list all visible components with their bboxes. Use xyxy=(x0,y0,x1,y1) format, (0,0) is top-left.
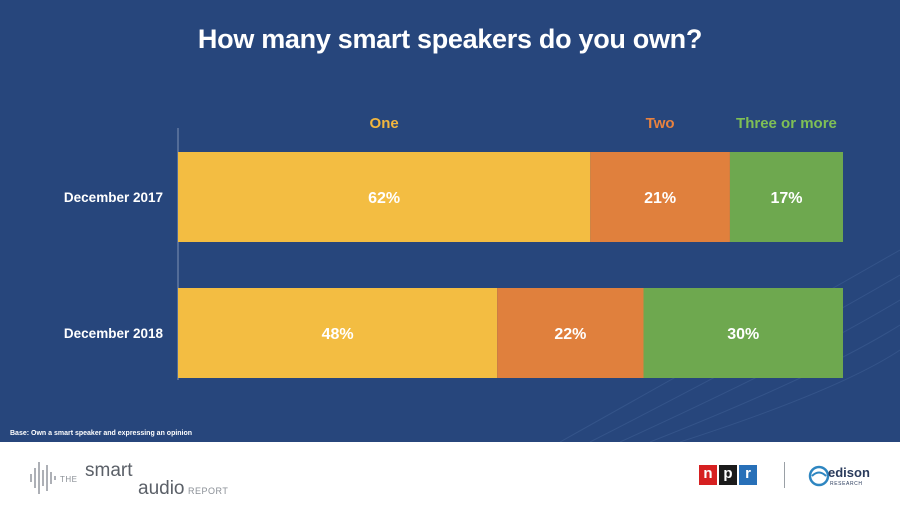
npr-logo-r: r xyxy=(739,465,757,485)
edison-research-logo: edison RESEARCH xyxy=(808,461,878,495)
data-label-december-2017-two: 21% xyxy=(644,190,676,207)
bar-december-2018-one xyxy=(178,288,498,378)
legend-one: One xyxy=(370,115,399,132)
category-label-december-2017: December 2017 xyxy=(64,190,163,205)
data-label-december-2018-three-or-more: 30% xyxy=(727,326,759,343)
sound-wave-icon xyxy=(30,462,56,494)
edison-swirl-icon xyxy=(808,465,830,487)
logo-divider xyxy=(784,462,785,488)
footer: THE smart audio REPORT n p r edison RESE… xyxy=(0,442,900,511)
legend-three-or-more: Three or more xyxy=(736,115,837,132)
smart-audio-report-logo: THE smart audio REPORT xyxy=(28,458,228,499)
logo-text-the: THE xyxy=(60,475,78,484)
bar-december-2017-one xyxy=(178,152,591,242)
npr-logo-p: p xyxy=(719,465,737,485)
bar-december-2018-two xyxy=(497,288,644,378)
logo-text-audio: audio xyxy=(138,478,185,499)
logo-text-smart: smart xyxy=(85,460,133,481)
chart-title: How many smart speakers do you own? xyxy=(197,24,703,54)
edison-name: edison xyxy=(828,465,870,480)
edison-sub: RESEARCH xyxy=(830,481,863,487)
slide-background: How many smart speakers do you own? One T… xyxy=(0,0,900,442)
data-label-december-2018-two: 22% xyxy=(554,326,586,343)
bar-december-2018-three-or-more xyxy=(643,288,843,378)
legend-two: Two xyxy=(646,115,675,132)
data-label-december-2018-one: 48% xyxy=(322,326,354,343)
bar-december-2017-three-or-more xyxy=(729,152,843,242)
stacked-bar-chart: One Two Three or more December 2017 62% 21% 17… xyxy=(64,115,843,380)
base-note: Base: Own a smart speaker and expressing… xyxy=(10,430,193,437)
npr-logo-n: n xyxy=(699,465,717,485)
data-label-december-2017-one: 62% xyxy=(368,190,400,207)
data-label-december-2017-three-or-more: 17% xyxy=(770,190,802,207)
category-label-december-2018: December 2018 xyxy=(64,326,164,341)
logo-text-report: REPORT xyxy=(188,486,229,496)
npr-logo: n p r xyxy=(699,465,757,485)
bar-december-2017-two xyxy=(590,152,730,242)
